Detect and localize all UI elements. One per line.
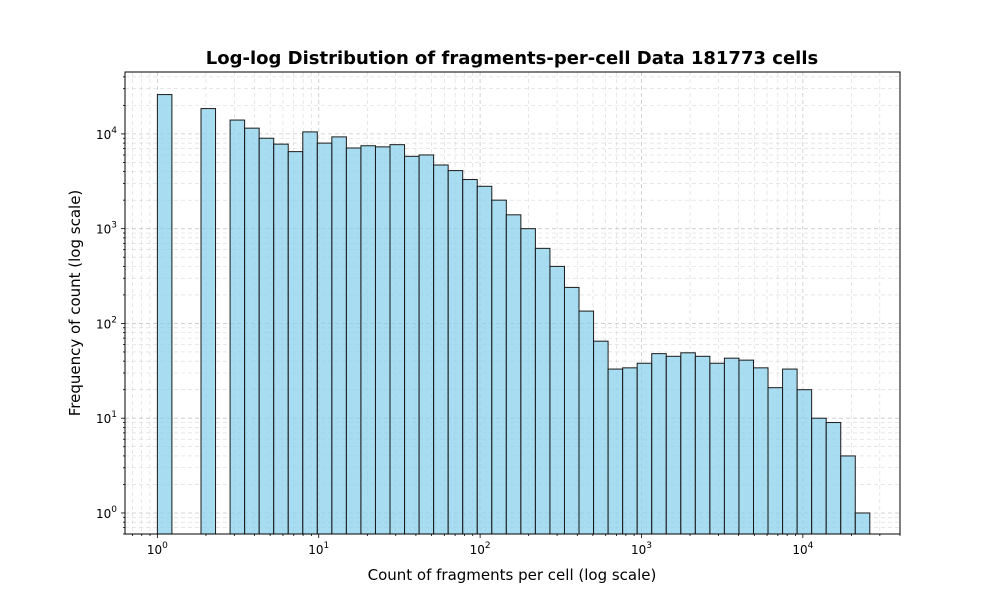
y-tick-label: 102 (96, 315, 117, 331)
histogram-bar (680, 352, 696, 535)
histogram-bar (389, 144, 406, 535)
x-tick-label: 104 (792, 541, 813, 557)
histogram-bar (782, 368, 798, 535)
histogram-bar (825, 422, 842, 535)
histogram-bar (578, 310, 595, 535)
histogram-bar (534, 247, 551, 535)
histogram-bars (156, 94, 871, 535)
histogram-bar (433, 164, 449, 535)
histogram-bar (665, 355, 682, 535)
histogram-bar (491, 199, 507, 535)
x-tick-label: 101 (308, 541, 329, 557)
histogram-bar (607, 368, 624, 535)
histogram-bar (229, 119, 246, 535)
histogram-bar (840, 455, 856, 535)
y-tick-label: 100 (96, 505, 117, 521)
histogram-bar (404, 155, 420, 535)
histogram-bar (593, 340, 609, 535)
chart-title: Log-log Distribution of fragments-per-ce… (206, 48, 818, 69)
y-axis-label: Frequency of count (log scale) (66, 190, 84, 417)
histogram-bar (796, 389, 813, 535)
histogram-bar (156, 94, 173, 535)
histogram-bar (622, 367, 638, 535)
histogram-bar (418, 154, 435, 535)
x-tick-label: 102 (470, 541, 491, 557)
histogram-bar (345, 147, 362, 535)
histogram-bar (723, 357, 740, 535)
histogram-bar (360, 145, 376, 535)
histogram-bar (505, 214, 522, 535)
histogram-bar (636, 362, 653, 535)
histogram-bar (200, 108, 217, 535)
histogram-bar (854, 512, 871, 535)
x-axis-label: Count of fragments per cell (log scale) (368, 566, 657, 584)
histogram-bar (302, 131, 318, 535)
histogram-bar (287, 151, 304, 535)
histogram-bar (331, 136, 347, 535)
histogram-bar (244, 127, 260, 535)
y-tick-label: 104 (96, 126, 117, 142)
y-tick-label: 101 (96, 410, 117, 426)
histogram-bar (273, 143, 289, 535)
histogram-bar (447, 170, 464, 535)
histogram-bar (258, 137, 275, 535)
plot-frame (124, 71, 901, 535)
x-tick-label: 100 (147, 541, 168, 557)
histogram-bar (462, 179, 478, 535)
histogram-bar (520, 228, 536, 535)
histogram-bar (651, 353, 667, 535)
histogram-bar (767, 387, 784, 535)
x-tick-label: 103 (631, 541, 652, 557)
histogram-bar (694, 355, 711, 535)
histogram-bar (752, 367, 769, 535)
histogram-bar (476, 185, 493, 535)
histogram-bar (563, 286, 580, 535)
histogram-bar (811, 417, 827, 535)
histogram-bar (709, 362, 725, 535)
histogram-bar (549, 265, 565, 535)
histogram-bar (316, 142, 333, 535)
axis-ticks: 100 101 102 103 104 100 101 102 103 104 (96, 76, 901, 557)
histogram-bar (374, 146, 391, 535)
histogram-bar (738, 359, 754, 535)
y-tick-label: 103 (96, 221, 117, 237)
